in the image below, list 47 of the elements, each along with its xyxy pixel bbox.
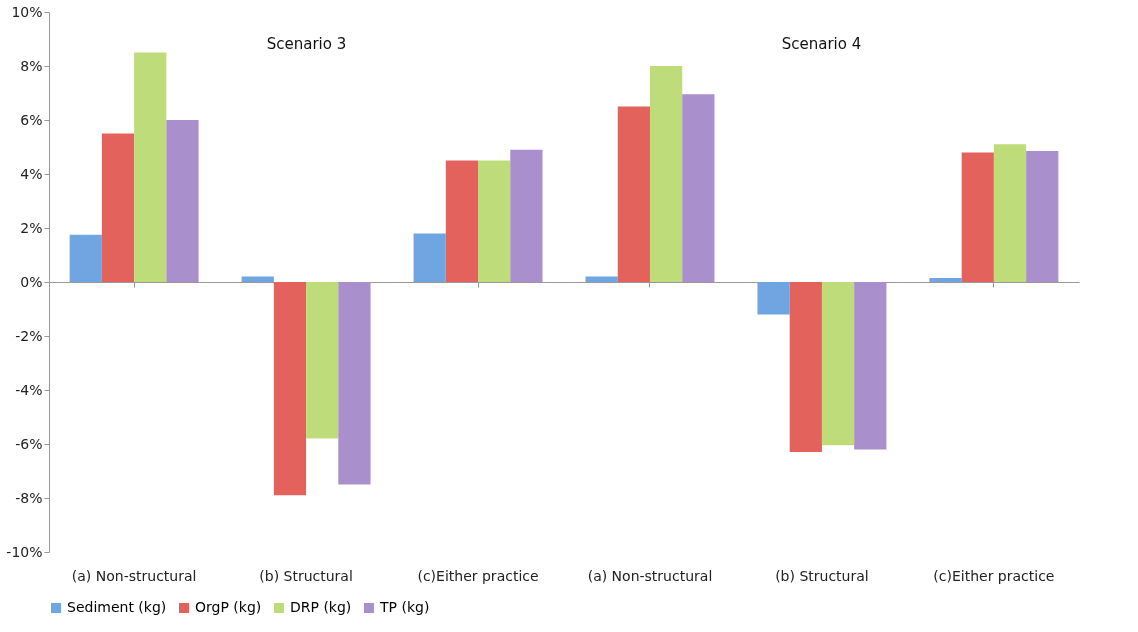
- bar: [510, 149, 543, 282]
- bar: [993, 144, 1027, 282]
- legend-label: TP (kg): [379, 599, 430, 615]
- bar: [273, 282, 307, 496]
- bar: [585, 276, 618, 282]
- bar: [929, 277, 962, 282]
- annotation: Scenario 4: [781, 35, 862, 53]
- y-tick-label: -10%: [6, 543, 43, 560]
- y-tick-label: 8%: [20, 57, 43, 74]
- y-tick-label: 10%: [11, 3, 43, 20]
- bar: [241, 276, 274, 282]
- x-tick-label: (b) Structural: [775, 567, 869, 584]
- legend-label: DRP (kg): [290, 599, 352, 615]
- bar: [821, 282, 855, 446]
- bar: [789, 282, 822, 453]
- bar: [69, 234, 102, 282]
- x-tick-label: (c)Either practice: [417, 567, 539, 584]
- bar: [854, 282, 887, 450]
- y-tick-label: 4%: [20, 165, 43, 182]
- bar: [306, 282, 339, 439]
- x-tick-label: (a) Non-structural: [71, 567, 197, 584]
- y-tick-label: -2%: [15, 327, 43, 344]
- x-tick-label: (a) Non-structural: [587, 567, 713, 584]
- bar: [617, 106, 650, 282]
- y-tick-label: -8%: [15, 489, 43, 506]
- bar: [961, 152, 994, 282]
- x-tick-label: (c)Either practice: [933, 567, 1055, 584]
- y-tick-label: -6%: [15, 435, 43, 452]
- bar: [478, 160, 511, 282]
- bar: [338, 282, 371, 485]
- bar: [445, 160, 479, 282]
- x-tick-label: (b) Structural: [259, 567, 353, 584]
- y-tick-label: -4%: [15, 381, 43, 398]
- bar: [134, 52, 167, 282]
- legend-label: OrgP (kg): [195, 599, 262, 615]
- bar: [1026, 151, 1059, 282]
- bar: [101, 133, 135, 282]
- legend-label: Sediment (kg): [67, 599, 167, 615]
- bar: [649, 66, 683, 282]
- annotation: Scenario 3: [266, 35, 347, 53]
- bar: [757, 282, 790, 315]
- bar: [682, 94, 715, 282]
- y-tick-label: 2%: [20, 219, 43, 236]
- y-tick-label: 0%: [20, 273, 43, 290]
- bar: [166, 120, 199, 282]
- y-tick-label: 6%: [20, 111, 43, 128]
- bar: [413, 233, 446, 282]
